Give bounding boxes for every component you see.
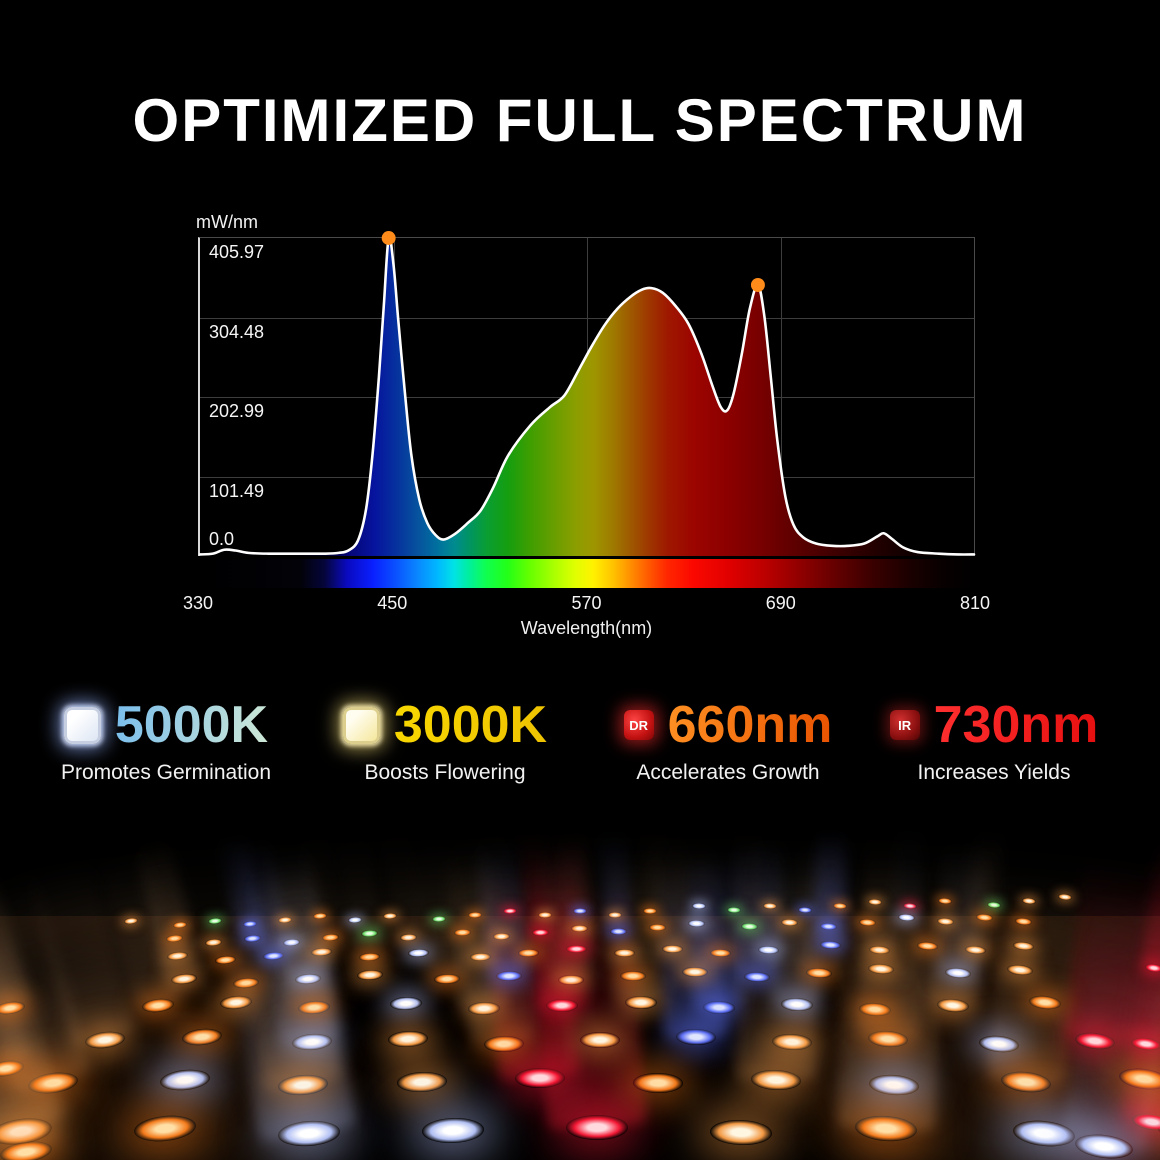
grow-light-board-photo xyxy=(0,790,1160,1160)
led-glow-dot xyxy=(608,911,623,918)
peak-marker-dot xyxy=(750,277,765,292)
led-glow-dot xyxy=(743,971,771,983)
feature-caption: Accelerates Growth xyxy=(636,761,820,784)
feature-caption: Boosts Flowering xyxy=(364,761,526,784)
page-title: OPTIMIZED FULL SPECTRUM xyxy=(132,87,1028,154)
led-glow-dot xyxy=(867,898,883,906)
x-tick-label: 570 xyxy=(571,593,602,613)
led-glow-dot xyxy=(565,944,587,953)
led-glow-dot xyxy=(572,907,587,914)
led-glow-dot xyxy=(797,906,812,914)
feature-value: 5000K xyxy=(114,696,269,754)
feature-3000k: 3000K Boosts Flowering xyxy=(318,698,572,785)
deep-red-led-icon: DR xyxy=(623,710,654,740)
y-tick-label: 0.0 xyxy=(209,529,235,549)
ambient-glow xyxy=(790,940,1160,1160)
led-glow-dot xyxy=(643,907,658,914)
x-axis-label: Wavelength(nm) xyxy=(520,618,653,638)
feature-value: 730nm xyxy=(933,696,1099,754)
spectrum-curve xyxy=(198,235,976,556)
led-glow-dot xyxy=(495,970,522,981)
x-axis-ticks: 330 450 570 690 810 xyxy=(183,593,990,615)
warm-white-led-icon xyxy=(342,706,380,744)
spectrum-plot-svg xyxy=(198,231,976,556)
led-glow-dot xyxy=(832,902,848,910)
y-axis-unit-label: mW/nm xyxy=(196,212,258,232)
feature-5000k: 5000K Promotes Germination xyxy=(28,698,304,785)
cool-white-led-icon xyxy=(63,706,101,744)
x-tick-label: 810 xyxy=(959,593,991,613)
feature-value: 3000K xyxy=(393,696,548,754)
feature-caption: Increases Yields xyxy=(917,761,1071,784)
feature-row: 5000K Promotes Germination 3000K Boosts … xyxy=(0,698,1160,793)
y-tick-label: 304.48 xyxy=(209,321,265,342)
peak-markers xyxy=(381,231,765,292)
y-tick-label: 405.97 xyxy=(209,242,265,262)
led-glow-dot xyxy=(570,924,588,932)
wavelength-colorbar xyxy=(198,559,975,588)
led-glow-dot xyxy=(469,952,491,961)
feature-caption: Promotes Germination xyxy=(60,761,272,784)
infrared-led-icon: IR xyxy=(889,710,920,740)
led-glow-dot xyxy=(688,919,706,928)
spectrum-chart: 405.97 304.48 202.99 101.49 0.0 xyxy=(198,231,976,556)
led-glow-dot xyxy=(613,949,636,958)
feature-value: 660nm xyxy=(667,696,833,754)
y-tick-label: 101.49 xyxy=(209,480,265,501)
led-glow-dot xyxy=(557,974,584,986)
feature-660nm: DR 660nm Accelerates Growth xyxy=(594,698,862,785)
spectrum-area xyxy=(200,236,974,556)
led-glow-dot xyxy=(580,1032,621,1049)
led-glow-dot xyxy=(624,995,657,1010)
led-glow-dot xyxy=(566,1114,629,1140)
feature-730nm: IR 730nm Increases Yields xyxy=(864,698,1124,785)
x-tick-label: 330 xyxy=(182,593,214,613)
x-tick-label: 690 xyxy=(765,593,796,613)
y-tick-label: 202.99 xyxy=(209,401,265,421)
led-glow-dot xyxy=(531,928,549,936)
led-glow-dot xyxy=(517,948,539,957)
v-gridline xyxy=(780,238,782,556)
x-tick-label: 450 xyxy=(377,593,408,613)
peak-marker-dot xyxy=(381,231,396,245)
